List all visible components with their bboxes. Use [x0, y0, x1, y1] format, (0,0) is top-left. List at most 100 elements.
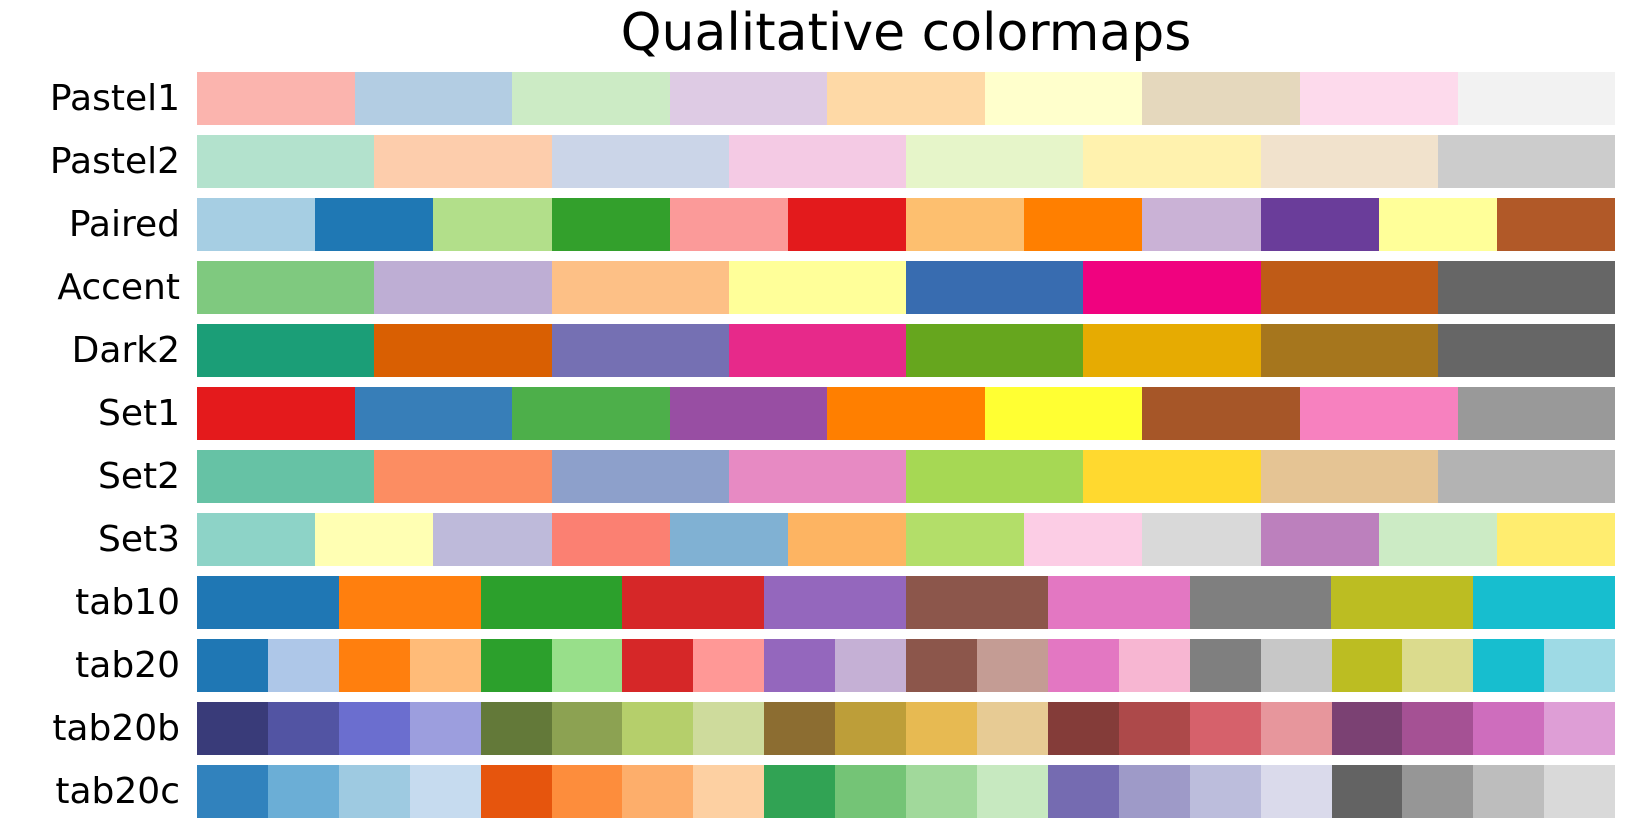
color-swatch	[1260, 324, 1438, 377]
color-swatch	[1024, 198, 1143, 251]
color-swatch	[1331, 765, 1403, 818]
color-swatch	[622, 702, 694, 755]
color-swatch	[315, 198, 434, 251]
color-swatch	[976, 702, 1048, 755]
color-swatch	[1260, 702, 1332, 755]
color-swatch	[1437, 135, 1615, 188]
color-swatch	[433, 513, 552, 566]
color-swatch	[669, 72, 828, 125]
colormap-row: Paired	[0, 198, 1616, 251]
colormap-label: Paired	[68, 204, 180, 245]
color-swatch	[1189, 576, 1332, 629]
colormap-row: Set1	[0, 387, 1616, 440]
color-swatch	[197, 639, 268, 692]
color-swatch	[1457, 72, 1616, 125]
color-swatch	[1083, 324, 1261, 377]
colormap-label: Pastel1	[49, 78, 180, 119]
colormap-label: Accent	[57, 267, 180, 308]
color-swatch	[338, 576, 481, 629]
color-swatch	[480, 765, 552, 818]
color-swatch	[1299, 387, 1458, 440]
color-swatch	[1118, 765, 1190, 818]
colormap-rows: Pastel1 Pastel2 Paired Accent Dark2 Set1…	[0, 72, 1616, 818]
color-swatch	[512, 72, 670, 125]
color-swatch	[1260, 261, 1438, 314]
colormap-row: tab20c	[0, 765, 1616, 818]
color-swatch	[622, 576, 765, 629]
color-swatch	[984, 72, 1143, 125]
colormap-label: Set2	[97, 456, 180, 497]
color-swatch	[764, 576, 906, 629]
color-swatch	[1189, 639, 1261, 692]
color-swatch	[1260, 513, 1379, 566]
color-swatch	[1457, 387, 1616, 440]
color-swatch	[1047, 576, 1190, 629]
color-swatch	[1260, 765, 1332, 818]
color-swatch	[905, 576, 1048, 629]
colormap-label: Pastel2	[49, 141, 180, 182]
color-swatch	[197, 135, 375, 188]
color-swatch	[622, 765, 694, 818]
color-swatch	[835, 702, 907, 755]
color-swatch	[1024, 513, 1143, 566]
color-swatch	[1260, 450, 1438, 503]
color-swatch	[1473, 702, 1545, 755]
color-swatch	[338, 765, 410, 818]
color-swatch	[1473, 576, 1615, 629]
color-swatch	[1118, 702, 1190, 755]
color-swatch	[354, 72, 513, 125]
color-swatch	[827, 72, 985, 125]
color-swatch	[551, 702, 623, 755]
colormap-label: tab20c	[55, 771, 180, 812]
colormap-bar	[197, 387, 1616, 440]
color-swatch	[197, 261, 375, 314]
color-swatch	[1331, 702, 1403, 755]
color-swatch	[197, 765, 268, 818]
color-swatch	[1189, 765, 1261, 818]
color-swatch	[906, 765, 977, 818]
color-swatch	[669, 387, 828, 440]
colormap-row: Pastel2	[0, 135, 1615, 188]
color-swatch	[267, 702, 339, 755]
color-swatch	[1544, 639, 1616, 692]
color-swatch	[835, 639, 907, 692]
color-swatch	[906, 261, 1084, 314]
color-swatch	[728, 135, 906, 188]
color-swatch	[693, 765, 765, 818]
color-swatch	[374, 324, 552, 377]
colormap-bar	[197, 639, 1616, 692]
color-swatch	[1437, 450, 1615, 503]
color-swatch	[906, 639, 977, 692]
color-swatch	[338, 702, 410, 755]
color-swatch	[1378, 513, 1497, 566]
color-swatch	[267, 639, 339, 692]
colormap-label: Set3	[97, 519, 180, 560]
color-swatch	[976, 765, 1048, 818]
color-swatch	[1402, 639, 1474, 692]
color-swatch	[1378, 198, 1497, 251]
colormap-bar	[197, 765, 1616, 818]
color-swatch	[374, 261, 552, 314]
color-swatch	[315, 513, 434, 566]
color-swatch	[787, 198, 907, 251]
color-swatch	[1473, 765, 1545, 818]
color-swatch	[1142, 387, 1300, 440]
color-swatch	[1047, 639, 1119, 692]
color-swatch	[197, 72, 355, 125]
color-swatch	[669, 198, 788, 251]
color-swatch	[622, 639, 694, 692]
color-swatch	[1544, 702, 1616, 755]
color-swatch	[827, 387, 985, 440]
color-swatch	[551, 639, 623, 692]
colormap-row: Accent	[0, 261, 1615, 314]
color-swatch	[409, 765, 481, 818]
color-swatch	[835, 765, 907, 818]
color-swatch	[480, 576, 623, 629]
color-swatch	[551, 135, 729, 188]
color-swatch	[1331, 639, 1403, 692]
color-swatch	[197, 576, 339, 629]
colormap-row: Dark2	[0, 324, 1615, 377]
color-swatch	[764, 639, 836, 692]
color-swatch	[512, 387, 670, 440]
color-swatch	[551, 765, 623, 818]
